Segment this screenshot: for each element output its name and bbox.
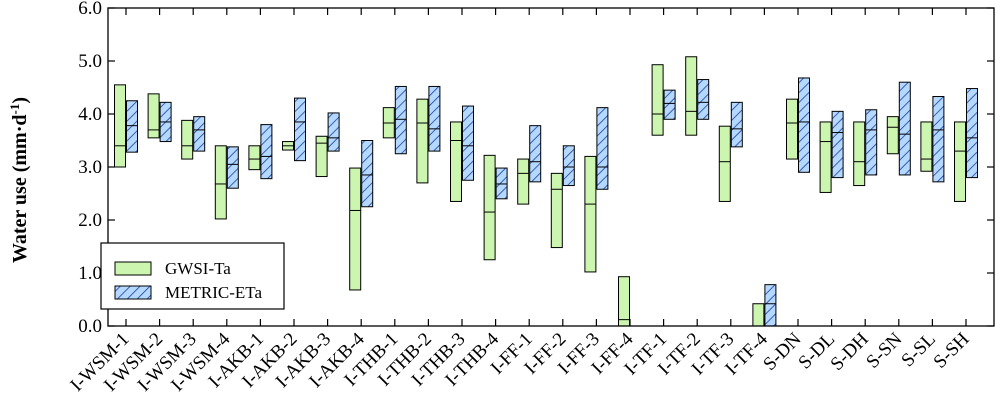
x-tick-label: S-SH — [930, 328, 974, 372]
x-tick-label: S-SN — [862, 328, 906, 372]
box-metric — [529, 125, 542, 183]
box-metric — [462, 105, 474, 181]
box-gwsi — [718, 125, 731, 202]
box-gwsi — [786, 98, 798, 160]
legend: GWSI-Ta METRIC-ETa — [100, 242, 285, 310]
box-metric — [663, 89, 676, 120]
y-tick-label: 1.0 — [78, 263, 102, 284]
box-metric — [596, 107, 609, 190]
box-metric — [562, 145, 575, 187]
box-metric — [730, 101, 743, 148]
legend-label-metric: METRIC-ETa — [165, 283, 262, 302]
legend-label-gwsi: GWSI-Ta — [165, 259, 231, 278]
y-tick-label: 3.0 — [78, 157, 102, 178]
box-gwsi — [315, 135, 328, 178]
plot-area: 0.01.02.03.04.05.06.0I-WSM-1I-WSM-2I-WSM… — [66, 0, 994, 396]
box-metric — [697, 79, 710, 120]
box-gwsi — [819, 121, 832, 193]
legend-swatch-metric — [114, 285, 152, 300]
x-tick-label: S-SL — [897, 329, 939, 371]
box-gwsi — [450, 121, 462, 202]
y-tick-label: 6.0 — [78, 0, 102, 19]
box-metric — [831, 110, 844, 179]
box-gwsi — [584, 155, 597, 273]
box-gwsi — [114, 84, 126, 168]
box-metric — [495, 167, 508, 200]
box-metric — [126, 100, 138, 153]
box-metric — [361, 140, 374, 208]
box-metric — [932, 96, 945, 183]
box-gwsi — [685, 56, 698, 136]
box-gwsi — [550, 172, 563, 249]
box-metric — [428, 85, 441, 152]
box-metric — [260, 124, 273, 180]
box-gwsi — [248, 145, 261, 171]
y-tick-label: 2.0 — [78, 210, 102, 231]
box-metric — [226, 146, 239, 189]
box-metric — [327, 112, 340, 152]
box-gwsi — [181, 119, 194, 160]
box-gwsi — [752, 303, 765, 327]
box-metric — [798, 77, 810, 173]
box-metric — [394, 85, 407, 155]
legend-swatch-gwsi — [114, 261, 152, 276]
plot-frame — [107, 7, 995, 327]
box-gwsi — [517, 158, 530, 205]
y-tick-label: 0.0 — [78, 316, 102, 337]
box-gwsi — [618, 276, 630, 327]
y-axis-label: Water use (mm·d-1) — [7, 97, 31, 263]
x-tick-label: S-DH — [827, 328, 873, 374]
box-gwsi — [214, 145, 227, 220]
box-metric — [966, 88, 978, 179]
y-tick-label: 4.0 — [78, 104, 102, 125]
box-gwsi — [954, 121, 966, 202]
box-gwsi — [853, 121, 866, 187]
box-gwsi — [920, 121, 933, 172]
box-gwsi — [651, 64, 664, 136]
x-tick-label: S-DN — [759, 328, 805, 374]
box-gwsi — [147, 93, 160, 139]
box-metric — [898, 81, 911, 176]
box-gwsi — [349, 167, 362, 291]
box-metric — [764, 284, 777, 327]
box-gwsi — [483, 154, 496, 261]
box-gwsi — [886, 116, 899, 155]
box-metric — [865, 109, 878, 176]
box-metric — [193, 116, 206, 152]
y-tick-label: 5.0 — [78, 51, 102, 72]
box-gwsi — [416, 98, 429, 184]
box-metric — [294, 97, 306, 162]
